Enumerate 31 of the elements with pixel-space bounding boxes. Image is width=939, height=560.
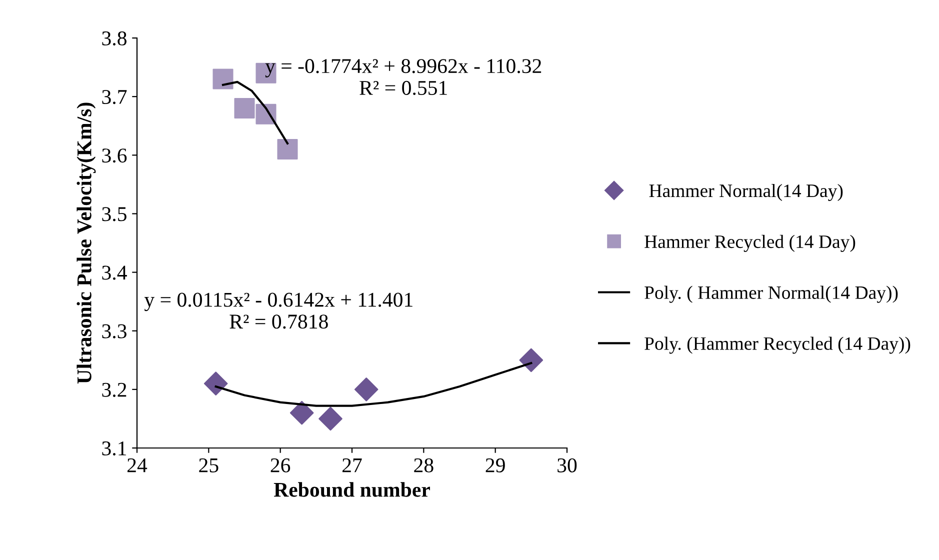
x-tick-label: 24 bbox=[128, 458, 148, 472]
legend-label: Poly. ( Hammer Normal(14 Day)) bbox=[644, 286, 898, 303]
x-tick-label: 28 bbox=[414, 458, 434, 472]
x-tick-label: 29 bbox=[486, 458, 505, 472]
annotation: y = 0.0115x² - 0.6142x + 11.401 R² = 0.7818 bbox=[144, 292, 412, 329]
point bbox=[277, 139, 298, 160]
y-tick-label: 3.7 bbox=[102, 90, 127, 104]
legend-label: Poly. (Hammer Recycled (14 Day)) bbox=[644, 336, 910, 354]
annotation: y = -0.1774x² + 8.9962x - 110.32 R² = 0.551 bbox=[265, 59, 542, 96]
x-tick-label: 25 bbox=[199, 458, 218, 472]
legend-label: Hammer Normal(14 Day) bbox=[649, 184, 843, 202]
point bbox=[318, 406, 342, 431]
point bbox=[290, 400, 314, 425]
y-tick-label: 3.5 bbox=[102, 207, 126, 222]
x-tick-label: 26 bbox=[270, 458, 290, 472]
x-tick-label: 27 bbox=[342, 458, 362, 472]
y-axis-title: Ultrasonic Pulse Velocity(Km/s) bbox=[76, 102, 96, 384]
y-tick-label: 3.6 bbox=[102, 148, 127, 163]
y-tick-label: 3.3 bbox=[102, 324, 126, 338]
point bbox=[212, 68, 234, 90]
point bbox=[354, 378, 378, 402]
x-axis-title: Rebound number bbox=[274, 482, 430, 497]
y-tick-label: 3.4 bbox=[102, 266, 127, 280]
y-tick-label: 3.8 bbox=[102, 31, 126, 46]
y-tick-label: 3.1 bbox=[102, 441, 126, 456]
point bbox=[234, 98, 255, 119]
point bbox=[519, 348, 544, 372]
legend-label: Hammer Recycled (14 Day) bbox=[644, 234, 856, 252]
point bbox=[204, 372, 228, 396]
x-tick-label: 30 bbox=[558, 458, 577, 472]
y-tick-label: 3.2 bbox=[102, 382, 126, 397]
